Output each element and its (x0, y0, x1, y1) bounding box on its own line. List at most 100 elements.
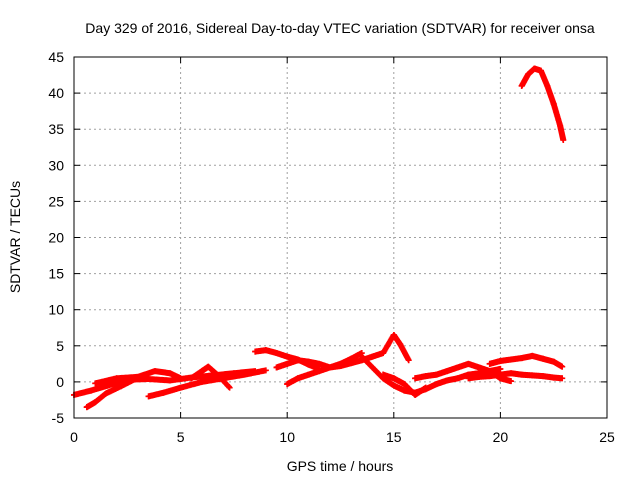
data-point (166, 377, 173, 384)
y-tick-label: -5 (52, 410, 65, 426)
x-tick-label: 5 (177, 429, 185, 445)
y-tick-label: 5 (56, 338, 64, 354)
y-tick-label: 35 (48, 121, 64, 137)
data-point (326, 364, 333, 371)
y-tick-label: 0 (56, 374, 64, 390)
y-tick-label: 15 (48, 266, 64, 282)
y-tick-label: 25 (48, 193, 64, 209)
data-point (433, 381, 440, 388)
x-tick-label: 15 (386, 429, 402, 445)
data-point (465, 360, 472, 367)
data-point (145, 393, 152, 400)
grid (74, 57, 607, 418)
data-point (134, 373, 141, 380)
data-point (559, 375, 566, 382)
data-point (518, 82, 525, 89)
data-point (390, 331, 397, 338)
data-point (465, 375, 472, 382)
data-point (454, 375, 461, 382)
series-sat-l (486, 352, 566, 370)
data-point (497, 365, 504, 372)
data-point (305, 358, 312, 365)
data-point (348, 355, 355, 362)
data-point (305, 371, 312, 378)
data-point (508, 378, 515, 385)
series-sat-n (518, 65, 567, 144)
x-tick-label: 20 (493, 429, 509, 445)
data-point (284, 353, 291, 360)
data-point (177, 375, 184, 382)
data-point (88, 387, 95, 394)
data-point (369, 364, 376, 371)
data-point (215, 373, 222, 380)
data-point (397, 341, 404, 348)
data-point (433, 371, 440, 378)
data-point (92, 380, 99, 387)
data-point (380, 350, 387, 357)
data-point (476, 364, 483, 371)
data-point (198, 378, 205, 385)
data-point (316, 360, 323, 367)
data-point (241, 371, 248, 378)
data-point (284, 381, 291, 388)
data-point (454, 364, 461, 371)
x-axis-label: GPS time / hours (287, 458, 394, 474)
series-sat-m (465, 370, 566, 382)
data-point (177, 384, 184, 391)
data-point (188, 375, 195, 382)
data-point (412, 375, 419, 382)
data-point (476, 373, 483, 380)
data-point (405, 357, 412, 364)
data-point (486, 360, 493, 367)
data-point (252, 348, 259, 355)
data-point (560, 137, 567, 144)
series-sat-c (92, 368, 184, 387)
data-point (444, 368, 451, 375)
y-tick-label: 45 (48, 49, 64, 65)
data-point (401, 381, 408, 388)
data-point (422, 373, 429, 380)
data-point (544, 82, 551, 89)
data-point (412, 391, 419, 398)
data-point (294, 375, 301, 382)
data-point (550, 100, 557, 107)
data-layer (71, 65, 567, 411)
data-point (102, 390, 109, 397)
y-tick-label: 10 (48, 302, 64, 318)
data-point (105, 382, 112, 389)
data-point (518, 355, 525, 362)
data-point (540, 373, 547, 380)
y-axis-label: SDTVAR / TECUs (7, 181, 23, 293)
data-point (508, 356, 515, 363)
y-tick-label: 40 (48, 85, 64, 101)
data-point (390, 375, 397, 382)
data-point (160, 389, 167, 396)
data-point (113, 375, 120, 382)
data-point (390, 382, 397, 389)
data-point (205, 363, 212, 370)
data-point (337, 360, 344, 367)
series-sat-j (380, 371, 429, 398)
data-point (559, 363, 566, 370)
data-point (262, 347, 269, 354)
data-point (294, 357, 301, 364)
data-point (444, 377, 451, 384)
data-point (529, 372, 536, 379)
y-tick-label: 20 (48, 230, 64, 246)
data-point (152, 368, 159, 375)
data-point (273, 364, 280, 371)
data-point (550, 358, 557, 365)
data-point (508, 370, 515, 377)
data-point (540, 355, 547, 362)
axis-ticks: 0 5 10 15 20 25 -5 0 5 10 15 20 25 30 35 40 45 (48, 49, 615, 445)
data-point (401, 387, 408, 394)
data-point (557, 122, 564, 129)
data-point (145, 376, 152, 383)
data-point (198, 368, 205, 375)
data-point (497, 371, 504, 378)
data-point (273, 350, 280, 357)
data-point (531, 65, 538, 72)
data-point (284, 360, 291, 367)
